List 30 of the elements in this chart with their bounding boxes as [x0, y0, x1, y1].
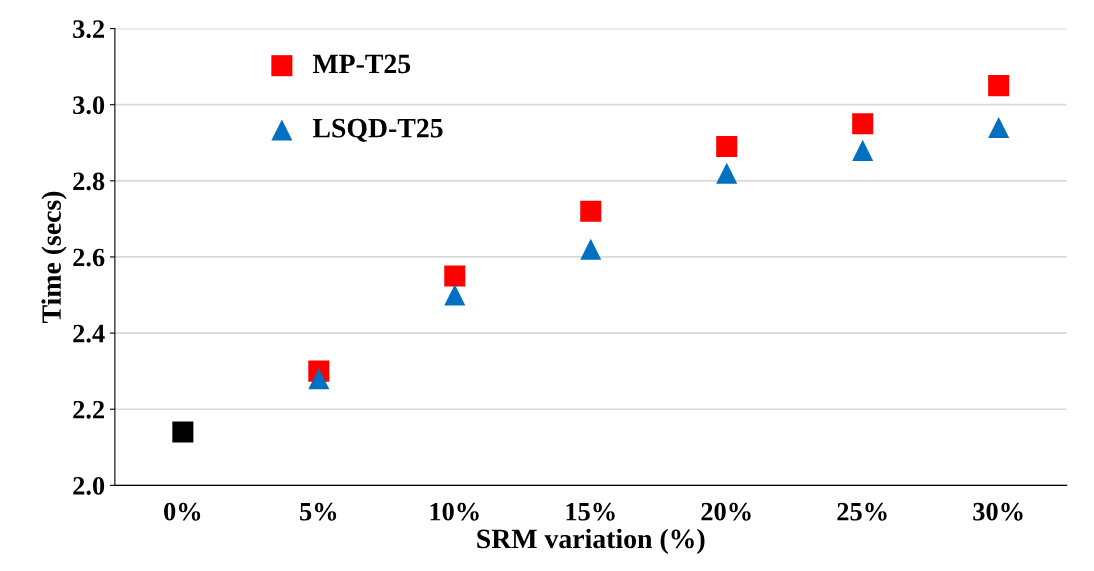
x-tick-label: 15%	[566, 502, 615, 521]
point	[444, 284, 466, 306]
y-tick-label: 3.0	[73, 96, 105, 115]
y-tick-label: 2.6	[73, 248, 105, 267]
point	[444, 265, 466, 287]
legend-label: LSQD-T25	[312, 118, 443, 142]
legend-label: MP-T25	[312, 54, 411, 74]
x-tick-label: 10%	[430, 502, 479, 521]
x-tick-label: 20%	[701, 502, 751, 521]
x-axis-title: SRM variation (%)	[477, 528, 705, 554]
point	[988, 75, 1010, 97]
point	[716, 136, 738, 158]
point	[716, 162, 738, 184]
y-tick-label: 2.8	[73, 172, 105, 191]
point	[172, 421, 194, 443]
point	[580, 200, 602, 222]
x-tick-label: 25%	[837, 502, 887, 521]
y-axis-title: Time (secs)	[41, 191, 67, 323]
x-tick-label: 30%	[973, 502, 1023, 521]
point	[852, 139, 874, 161]
y-tick-label: 3.2	[73, 20, 105, 39]
point	[580, 238, 602, 260]
y-tick-label: 2.2	[73, 400, 105, 419]
y-tick-label: 2.0	[73, 476, 105, 495]
point	[308, 368, 330, 390]
point	[988, 116, 1010, 139]
x-tick-label: 0%	[164, 502, 201, 521]
point	[852, 113, 874, 135]
y-tick-label: 2.4	[73, 324, 105, 343]
x-tick-label: 5%	[300, 502, 337, 521]
